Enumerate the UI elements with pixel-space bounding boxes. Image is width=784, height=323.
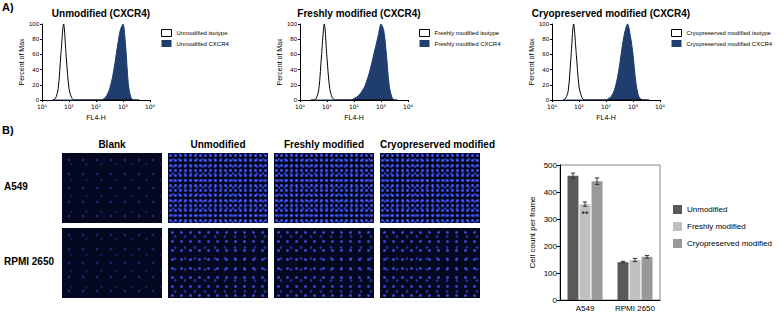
svg-text:**: ** [581, 209, 589, 219]
svg-text:10⁴: 10⁴ [145, 103, 156, 110]
svg-text:Cryopreserved modified: Cryopreserved modified [687, 239, 772, 248]
svg-text:FL4-H: FL4-H [596, 114, 615, 121]
svg-text:Cryopreserved modified (CXCR4): Cryopreserved modified (CXCR4) [532, 8, 690, 19]
html-text:Blank: Blank [98, 139, 126, 150]
svg-text:Freshly modified: Freshly modified [687, 222, 746, 231]
svg-text:FL4-H: FL4-H [344, 114, 363, 121]
svg-text:20: 20 [32, 82, 39, 88]
svg-text:10²: 10² [91, 103, 102, 110]
svg-text:0: 0 [553, 296, 558, 305]
svg-text:60: 60 [32, 51, 39, 57]
svg-text:400: 400 [544, 188, 558, 197]
svg-text:Cryopreserved modified CXCR4: Cryopreserved modified CXCR4 [687, 41, 773, 47]
html-text:RPMI 2650: RPMI 2650 [4, 256, 54, 267]
svg-text:40: 40 [32, 67, 39, 73]
svg-text:300: 300 [544, 215, 558, 224]
svg-text:10²: 10² [601, 103, 612, 110]
svg-text:10⁴: 10⁴ [403, 103, 414, 110]
svg-text:Percent of Max: Percent of Max [528, 38, 535, 86]
svg-text:40: 40 [290, 67, 297, 73]
svg-text:Unmodified (CXCR4): Unmodified (CXCR4) [52, 8, 150, 19]
svg-text:10²: 10² [349, 103, 360, 110]
svg-text:Freshly modified CXCR4: Freshly modified CXCR4 [435, 41, 502, 47]
html-text:Unmodified: Unmodified [190, 139, 246, 150]
svg-text:10⁴: 10⁴ [655, 103, 666, 110]
svg-text:10⁰: 10⁰ [295, 103, 306, 110]
svg-text:100: 100 [287, 21, 298, 27]
svg-text:Unmodified isotype: Unmodified isotype [177, 30, 229, 36]
svg-text:0: 0 [293, 97, 297, 103]
svg-text:80: 80 [32, 36, 39, 42]
svg-text:10³: 10³ [376, 103, 387, 110]
svg-text:0: 0 [35, 97, 39, 103]
svg-text:100: 100 [539, 21, 550, 27]
html-text:Freshly modified: Freshly modified [284, 139, 364, 150]
svg-text:80: 80 [542, 36, 549, 42]
svg-text:10¹: 10¹ [574, 103, 585, 110]
svg-text:10¹: 10¹ [322, 103, 333, 110]
svg-text:Unmodified: Unmodified [687, 205, 727, 214]
html-text:A): A) [2, 1, 14, 13]
svg-text:A549: A549 [576, 304, 595, 313]
svg-text:20: 20 [290, 82, 297, 88]
svg-text:100: 100 [29, 21, 40, 27]
svg-text:100: 100 [544, 269, 558, 278]
svg-text:Cell count per frame: Cell count per frame [528, 196, 537, 269]
svg-text:10³: 10³ [628, 103, 639, 110]
svg-text:Cryopreserved modified isotype: Cryopreserved modified isotype [687, 30, 772, 36]
svg-text:200: 200 [544, 242, 558, 251]
svg-text:Unmodified CXCR4: Unmodified CXCR4 [177, 41, 230, 47]
svg-text:60: 60 [290, 51, 297, 57]
svg-text:10⁰: 10⁰ [547, 103, 558, 110]
html-text:Cryopreserved modified: Cryopreserved modified [380, 139, 495, 150]
svg-text:60: 60 [542, 51, 549, 57]
svg-text:80: 80 [290, 36, 297, 42]
svg-text:20: 20 [542, 82, 549, 88]
svg-text:40: 40 [542, 67, 549, 73]
svg-text:RPMI 2650: RPMI 2650 [615, 304, 656, 313]
svg-text:Percent of Max: Percent of Max [276, 38, 283, 86]
svg-text:0: 0 [545, 97, 549, 103]
svg-text:Freshly modified isotype: Freshly modified isotype [435, 30, 500, 36]
svg-text:500: 500 [544, 161, 558, 170]
svg-text:Percent of Max: Percent of Max [18, 38, 25, 86]
svg-text:FL4-H: FL4-H [86, 114, 105, 121]
html-text:A549: A549 [4, 181, 28, 192]
svg-text:Freshly modified (CXCR4): Freshly modified (CXCR4) [297, 8, 420, 19]
svg-text:10³: 10³ [118, 103, 129, 110]
html-text:B): B) [2, 124, 14, 136]
svg-text:10⁰: 10⁰ [37, 103, 48, 110]
svg-text:10¹: 10¹ [64, 103, 75, 110]
